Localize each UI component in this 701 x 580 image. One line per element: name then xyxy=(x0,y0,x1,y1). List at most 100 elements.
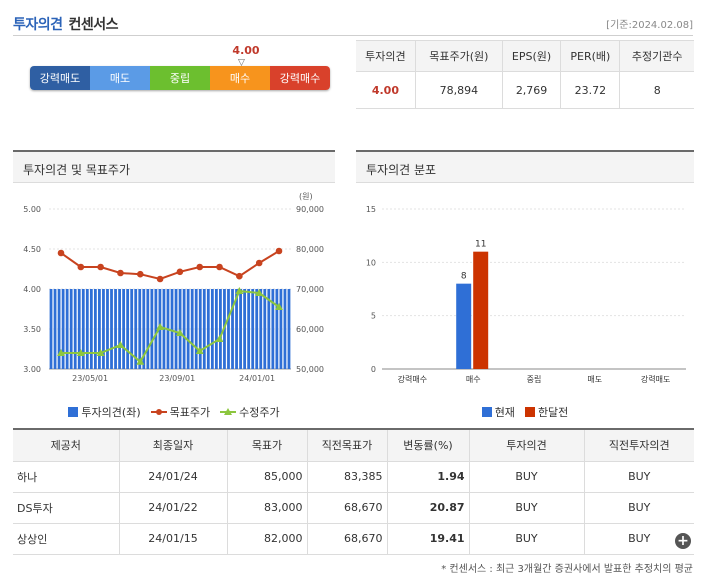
opinion-bar xyxy=(279,289,283,369)
opinion-bar xyxy=(69,289,73,369)
opinion-bar xyxy=(251,289,255,369)
y-tick-label: 15 xyxy=(366,205,376,214)
cell-target: 85,000 xyxy=(226,460,308,493)
chart2-legend: 현재 한달전 xyxy=(356,404,694,420)
x-tick-label: 23/09/01 xyxy=(159,374,195,383)
broker-history-table: 제공처 최종일자 목표가 직전목표가 변동률(%) 투자의견 직전투자의견 하나… xyxy=(13,428,694,555)
opinion-bar xyxy=(231,289,234,369)
scale-neutral: 중립 xyxy=(150,66,210,90)
opinion-bar xyxy=(93,289,97,369)
opinion-bar xyxy=(81,289,85,369)
opinion-bar xyxy=(255,289,259,369)
x-category-label: 강력매도 xyxy=(641,374,670,384)
history-header: 목표가 xyxy=(226,428,308,462)
y-right-tick-label: 60,000 xyxy=(296,325,324,334)
history-header: 제공처 xyxy=(13,428,120,462)
cell-provider: 상상인 xyxy=(13,522,120,555)
x-category-label: 매수 xyxy=(466,375,481,384)
page-subtitle: 컨센서스 xyxy=(68,17,119,33)
target-price-point xyxy=(77,263,85,271)
target-price-line xyxy=(60,250,280,281)
summary-eps: 2,769 xyxy=(501,71,562,109)
cell-opinion: BUY xyxy=(468,460,585,493)
opinion-bar xyxy=(98,289,101,369)
summary-header: PER(배) xyxy=(560,40,621,72)
opinion-scale: 강력매도 매도 중립 매수 강력매수 xyxy=(30,66,330,90)
opinion-bar xyxy=(170,289,174,369)
summary-per: 23.72 xyxy=(560,71,621,109)
opinion-bar xyxy=(102,289,105,369)
base-date: [기준:2024.02.08] xyxy=(606,20,693,31)
opinion-bar xyxy=(178,289,182,369)
adjusted-price-point xyxy=(175,329,184,336)
y-tick-label: 10 xyxy=(366,258,376,267)
cell-prev-target: 68,670 xyxy=(306,522,388,555)
y-right-tick-label: 80,000 xyxy=(296,245,324,254)
history-header: 변동률(%) xyxy=(386,428,470,462)
cell-prev-opinion: BUY xyxy=(583,491,694,524)
scale-buy: 매수 xyxy=(210,66,270,90)
consensus-summary-table: 투자의견 목표주가(원) EPS(원) PER(배) 추정기관수 4.00 78… xyxy=(356,40,694,109)
summary-header: 추정기관수 xyxy=(619,40,694,72)
adjusted-price-line xyxy=(61,289,280,364)
y-right-tick-label: 90,000 xyxy=(296,205,324,214)
adjusted-price-point xyxy=(275,303,283,310)
adjusted-price-point xyxy=(96,349,105,356)
page-title: 투자의견 컨센서스 xyxy=(13,17,119,33)
opinion-bar xyxy=(259,289,263,369)
opinion-bar xyxy=(283,289,287,369)
opinion-bar xyxy=(239,289,242,369)
opinion-bar xyxy=(206,289,210,369)
adjusted-price-point xyxy=(57,349,65,356)
opinion-bar xyxy=(227,289,230,369)
target-price-point xyxy=(156,275,164,283)
y-tick-label: 0 xyxy=(371,365,376,374)
opinion-bar xyxy=(247,289,251,369)
opinion-bar xyxy=(154,289,158,369)
opinion-bar xyxy=(130,289,134,369)
opinion-bar xyxy=(186,289,190,369)
opinion-bar xyxy=(85,289,89,369)
cell-opinion: BUY xyxy=(468,491,585,524)
cell-provider: 하나 xyxy=(13,460,120,493)
history-header: 최종일자 xyxy=(118,428,228,462)
legend-month-ago: 한달전 xyxy=(524,404,568,420)
target-price-point xyxy=(275,247,283,255)
chart1-legend: 투자의견(좌) 목표주가 수정주가 xyxy=(13,404,335,420)
opinion-bar xyxy=(235,289,238,369)
history-header: 직전목표가 xyxy=(306,428,388,462)
legend-opinion: 투자의견(좌) xyxy=(68,404,141,420)
opinion-bar xyxy=(89,289,93,369)
opinion-bar xyxy=(210,289,214,369)
opinion-bar xyxy=(243,289,247,369)
adjusted-price-point xyxy=(76,349,85,356)
scale-strong-sell: 강력매도 xyxy=(30,66,90,90)
current-opinion-value: 4.00 xyxy=(232,44,260,57)
legend-swatch-blue xyxy=(68,407,79,417)
opinion-bar xyxy=(271,289,275,369)
cell-opinion: BUY xyxy=(468,522,585,555)
y-tick-label: 5 xyxy=(371,312,376,321)
opinion-bar xyxy=(53,289,57,369)
cell-provider: DS투자 xyxy=(13,491,120,524)
opinion-bar xyxy=(275,289,279,369)
y-right-tick-label: 50,000 xyxy=(296,365,324,374)
panel-title: 투자의견 분포 xyxy=(356,150,694,183)
expand-more-button[interactable]: + xyxy=(675,533,691,549)
cell-change: 1.94 xyxy=(386,460,470,493)
history-header: 직전투자의견 xyxy=(583,428,694,462)
legend-swatch-blue xyxy=(481,407,492,417)
table-row: DS투자 24/01/22 83,000 68,670 20.87 BUY BU… xyxy=(13,491,694,524)
opinion-distribution-chart: 0 5 10 15 강력매수 매수 8 11 중립 매도 강력매도 xyxy=(366,205,686,384)
opinion-bar xyxy=(202,289,206,369)
adjusted-price-point xyxy=(215,335,224,342)
current-opinion-marker: ▽ xyxy=(238,58,245,68)
opinion-bar xyxy=(174,289,178,369)
summary-opinion: 4.00 xyxy=(356,71,416,109)
opinion-bar xyxy=(73,289,77,369)
opinion-bar xyxy=(219,289,222,369)
opinion-bar xyxy=(61,289,65,369)
summary-institutions: 8 xyxy=(619,71,694,109)
y-right-unit: (원) xyxy=(299,192,313,201)
opinion-bar xyxy=(114,289,117,369)
